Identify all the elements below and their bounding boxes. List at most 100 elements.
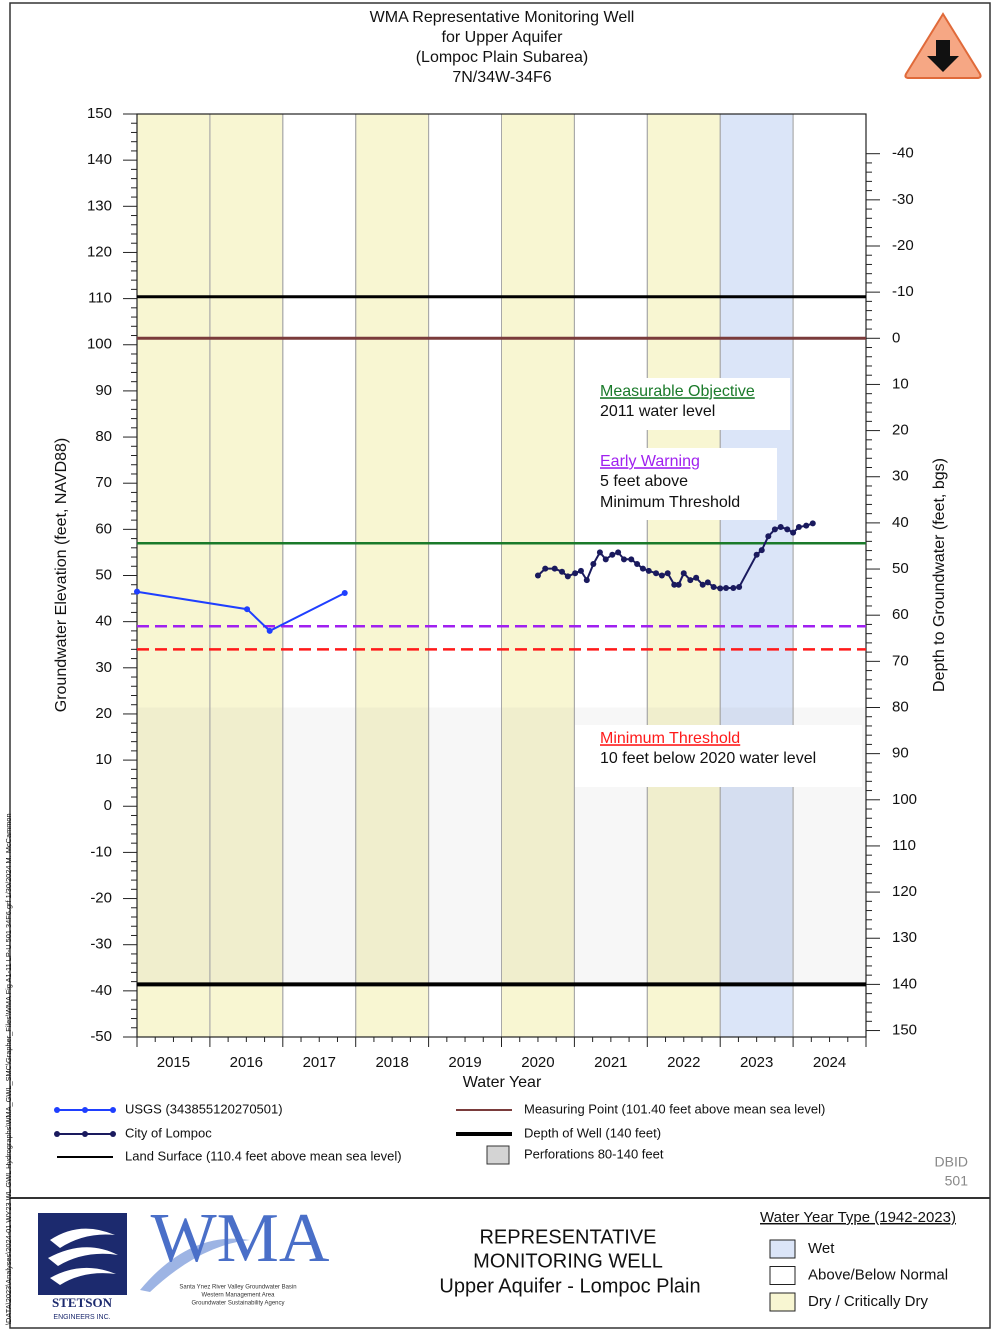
stetson-logo <box>38 1213 127 1295</box>
y2-tick-label: 30 <box>892 468 909 485</box>
annotation-title: Measurable Objective <box>600 383 755 400</box>
series-point <box>590 560 597 567</box>
dbid-label: DBID <box>935 1154 968 1170</box>
series-point <box>244 606 251 613</box>
legend-marker <box>110 1107 116 1113</box>
agency-line: Santa Ynez River Valley Groundwater Basi… <box>179 1285 296 1291</box>
y-tick-label: 70 <box>95 474 112 491</box>
y-tick-label: -30 <box>90 936 112 953</box>
y2-tick-label: 0 <box>892 329 900 346</box>
y-tick-label: 100 <box>87 336 112 353</box>
annotation-note: 5 feet above <box>600 473 688 490</box>
y-tick-label: 130 <box>87 197 112 214</box>
series-point <box>634 560 641 567</box>
series-point <box>704 579 711 586</box>
y-tick-label: 150 <box>87 105 112 122</box>
title-line: WMA Representative Monitoring Well <box>370 9 635 26</box>
y-tick-label: -10 <box>90 843 112 860</box>
series-point <box>809 520 816 527</box>
year-band <box>720 114 794 1037</box>
x-tick-label: 2019 <box>448 1054 481 1071</box>
footer-subtitle: Upper Aquifer - Lompoc Plain <box>439 1275 700 1297</box>
year-band <box>282 114 356 1037</box>
series-line <box>136 590 346 633</box>
series-point <box>765 533 772 540</box>
legend-marker <box>54 1131 60 1137</box>
footer-title: REPRESENTATIVE <box>479 1226 656 1248</box>
series-point <box>559 568 566 575</box>
year-type-label: Wet <box>808 1240 835 1257</box>
legend-label: Land Surface (110.4 feet above mean sea … <box>125 1148 402 1163</box>
series-point <box>784 526 791 533</box>
series-point <box>758 547 765 554</box>
annotation-note: 2011 water level <box>600 403 715 420</box>
series-point <box>736 584 743 591</box>
x-tick-label: 2016 <box>230 1054 263 1071</box>
y2-tick-label: 120 <box>892 883 917 900</box>
y-tick-label: -40 <box>90 982 112 999</box>
series-point <box>803 522 810 529</box>
x-tick-label: 2018 <box>375 1054 408 1071</box>
series-point <box>596 549 603 556</box>
year-type-swatch <box>769 1292 796 1312</box>
legend-marker <box>54 1107 60 1113</box>
series-point <box>717 585 724 592</box>
series-point <box>693 574 700 581</box>
page-frame <box>9 2 991 1329</box>
y-tick-label: 50 <box>95 566 112 583</box>
annotation-box <box>575 378 790 430</box>
x-axis-label: Water Year <box>463 1074 542 1091</box>
y2-tick-label: 10 <box>892 375 909 392</box>
year-type-swatch <box>769 1266 796 1285</box>
legend-marker <box>82 1107 88 1113</box>
year-type-swatch <box>769 1239 796 1259</box>
y2-axis-label: Depth to Groundwater (feet, bgs) <box>931 458 948 692</box>
x-tick-label: 2020 <box>521 1054 554 1071</box>
annotation-note: Minimum Threshold <box>600 494 740 511</box>
legend-marker <box>82 1131 88 1137</box>
year-type-label: Dry / Critically Dry <box>808 1293 928 1310</box>
series-point <box>551 565 558 572</box>
stetson-name: STETSON <box>52 1295 113 1310</box>
down-arrow-icon <box>904 12 982 79</box>
y2-tick-label: 80 <box>892 698 909 715</box>
x-tick-label: 2022 <box>667 1054 700 1071</box>
year-band <box>355 114 429 1037</box>
y2-tick-label: 70 <box>892 652 909 669</box>
y2-tick-label: 130 <box>892 929 917 946</box>
series-point <box>266 627 273 634</box>
y-tick-label: 0 <box>104 797 112 814</box>
y2-tick-label: 100 <box>892 791 917 808</box>
series-point <box>534 572 541 579</box>
y-tick-label: -20 <box>90 890 112 907</box>
series-point <box>658 572 665 579</box>
y-tick-label: 20 <box>95 705 112 722</box>
annotation-title: Early Warning <box>600 453 700 470</box>
plot-layer: -50-40-30-20-100102030405060708090100110… <box>87 105 917 1071</box>
y2-tick-label: 90 <box>892 745 909 762</box>
annotation-box <box>575 448 777 520</box>
y-tick-label: 110 <box>88 290 112 307</box>
x-tick-label: 2021 <box>594 1054 627 1071</box>
legend-label: Perforations 80-140 feet <box>524 1146 664 1161</box>
side-note: \DATA\2023\Analyses\2024-01 WY23 WL GWL … <box>4 813 13 1325</box>
series-point <box>664 570 671 577</box>
series-point <box>680 570 687 577</box>
y2-tick-label: 60 <box>892 606 909 623</box>
y-tick-label: -50 <box>90 1028 112 1045</box>
series-point <box>687 577 694 584</box>
title-line: 7N/34W-34F6 <box>452 69 551 86</box>
series-point <box>645 567 652 574</box>
y-tick-label: 60 <box>95 520 112 537</box>
footer-title: MONITORING WELL <box>473 1250 663 1272</box>
annotation-note: 10 feet below 2020 water level <box>600 750 816 767</box>
y-tick-label: 80 <box>95 428 112 445</box>
y2-tick-label: -30 <box>892 191 914 208</box>
series-point <box>628 556 635 563</box>
wma-swoosh <box>140 1238 250 1292</box>
y-tick-label: 120 <box>87 243 112 260</box>
year-type-label: Above/Below Normal <box>808 1266 948 1283</box>
y2-tick-label: 50 <box>892 560 909 577</box>
y2-tick-label: -10 <box>892 283 914 300</box>
